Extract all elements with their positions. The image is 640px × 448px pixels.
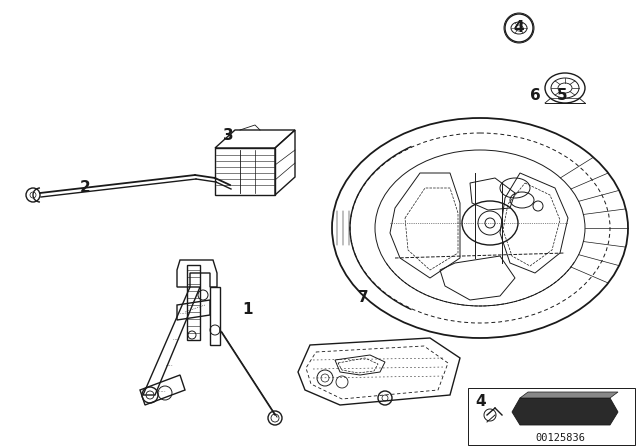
Text: 2: 2: [79, 181, 90, 195]
Polygon shape: [512, 398, 618, 425]
Text: 4: 4: [514, 21, 524, 35]
Text: 4: 4: [476, 395, 486, 409]
Text: 00125836: 00125836: [535, 433, 585, 443]
Text: 3: 3: [223, 128, 234, 142]
Text: 6: 6: [530, 87, 540, 103]
Polygon shape: [520, 392, 618, 398]
Text: 5: 5: [557, 87, 567, 103]
Text: 7: 7: [358, 290, 368, 306]
Text: 1: 1: [243, 302, 253, 318]
